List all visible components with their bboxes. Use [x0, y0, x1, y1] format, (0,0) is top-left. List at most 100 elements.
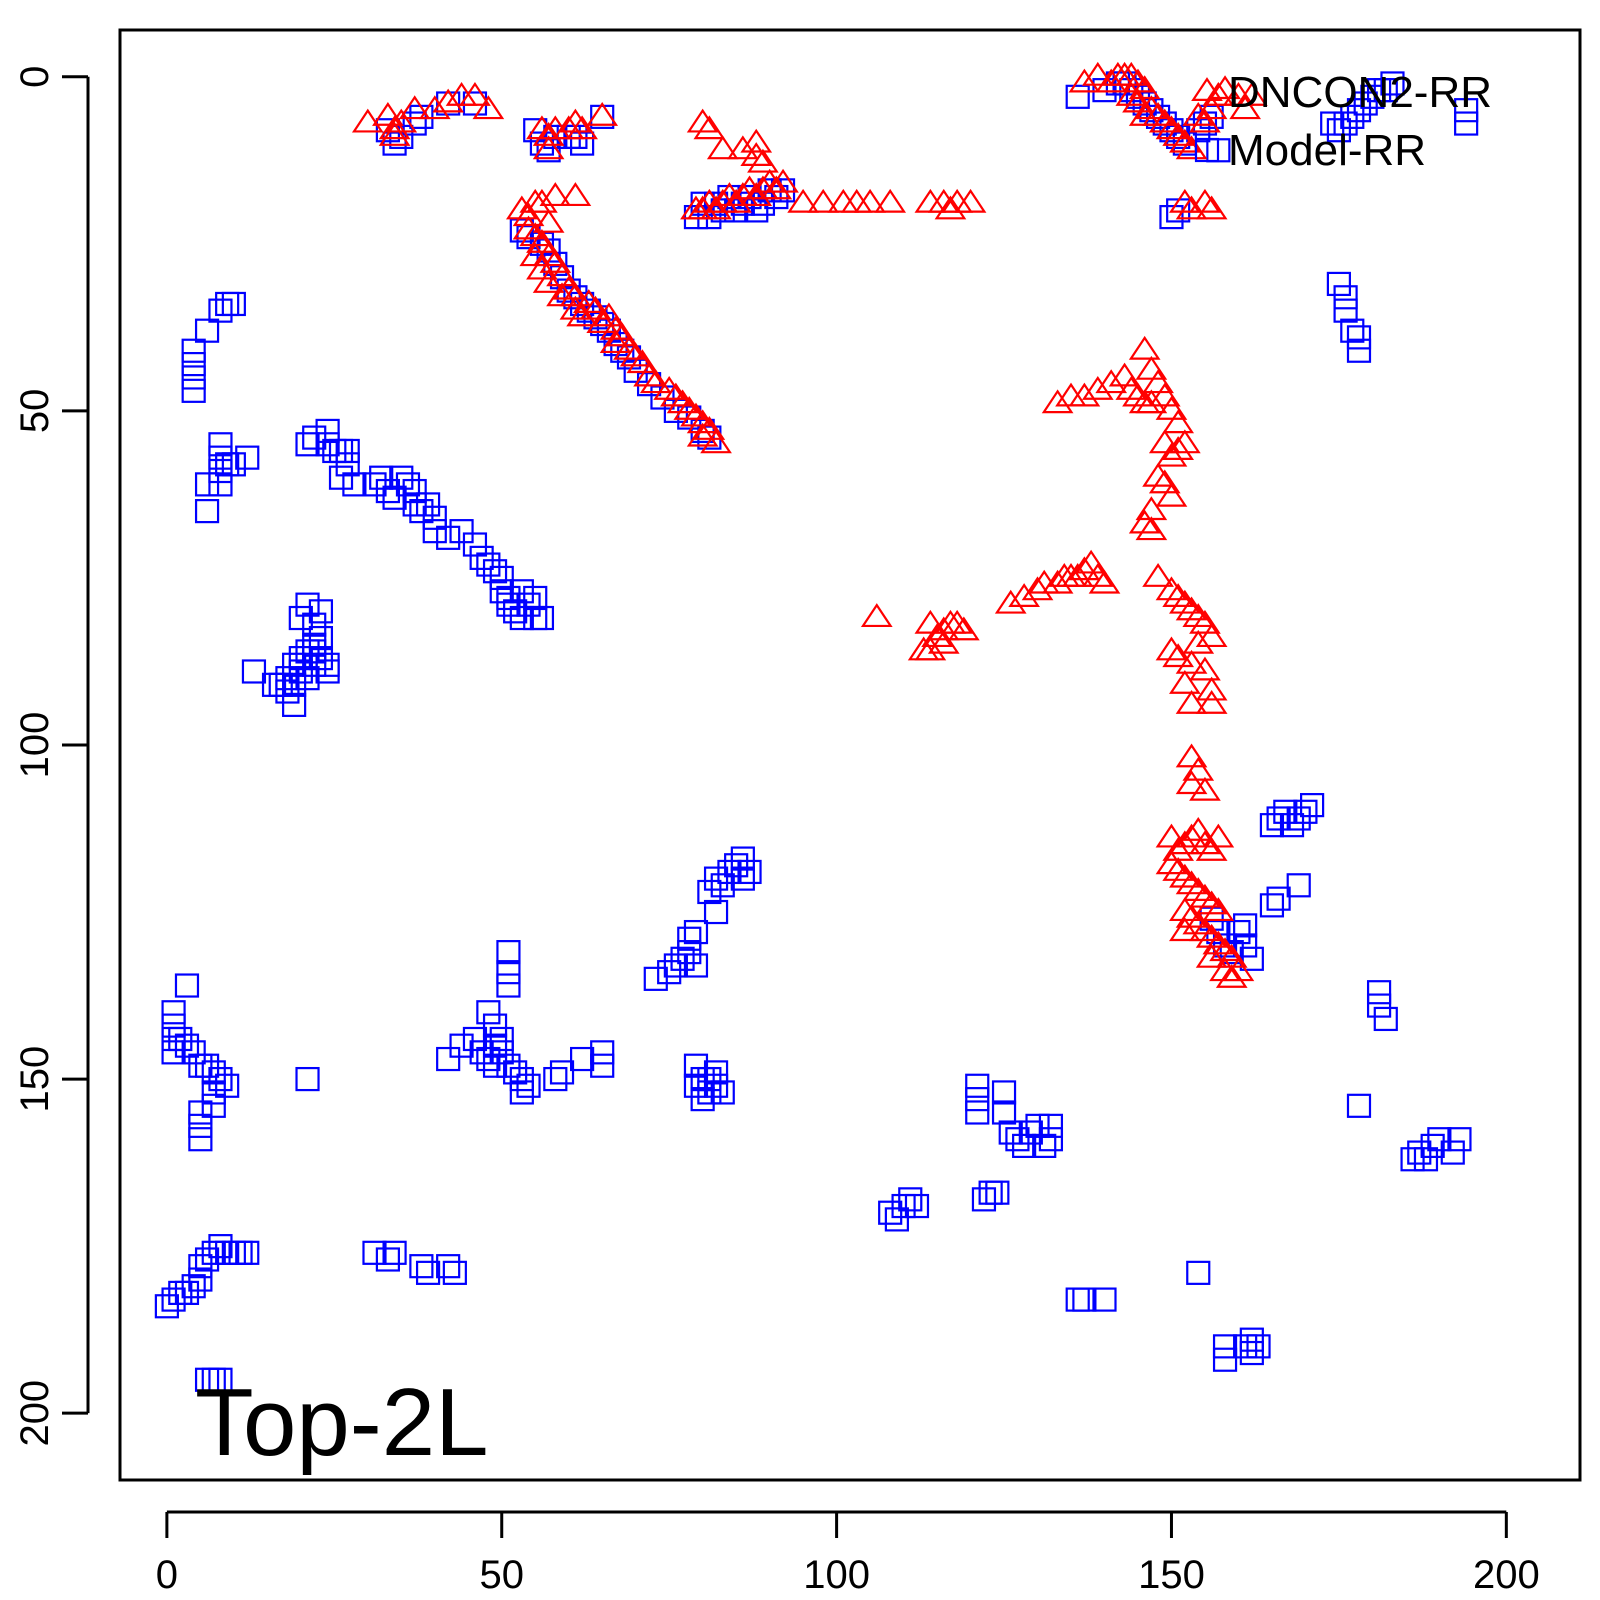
point-triangle: [1128, 509, 1161, 534]
point-triangle: [1189, 108, 1221, 133]
point-triangle: [1008, 583, 1040, 607]
point-triangle: [378, 115, 411, 140]
point-square: [415, 1260, 441, 1285]
point-square: [683, 1053, 709, 1078]
point-triangle: [1088, 569, 1121, 594]
point-triangle: [686, 422, 719, 447]
point-triangle: [526, 228, 558, 253]
point-triangle: [599, 315, 632, 340]
point-square: [1346, 338, 1372, 363]
point-square: [181, 352, 206, 377]
point-triangle: [666, 389, 699, 414]
point-triangle: [740, 182, 773, 207]
point-square: [395, 472, 421, 497]
point-triangle: [539, 182, 572, 207]
point-triangle: [1115, 375, 1148, 400]
point-triangle: [633, 362, 665, 387]
point-triangle: [760, 175, 793, 200]
point-square: [1266, 886, 1291, 911]
point-square: [1407, 1140, 1432, 1165]
point-square: [697, 1066, 722, 1092]
point-square: [737, 859, 762, 885]
point-square: [328, 465, 354, 490]
point-square: [188, 1113, 213, 1138]
point-square: [201, 1080, 226, 1105]
point-square: [991, 1100, 1017, 1125]
point-square: [509, 1066, 534, 1092]
point-triangle: [1155, 823, 1188, 848]
point-square: [288, 646, 313, 671]
point-square: [215, 1073, 240, 1098]
point-square: [1373, 1006, 1398, 1032]
point-triangle: [726, 135, 759, 160]
plot-frame: [118, 28, 1582, 1482]
point-triangle: [626, 349, 659, 374]
point-square: [1346, 325, 1372, 350]
point-square: [703, 899, 729, 925]
point-square: [570, 1046, 595, 1072]
point-triangle: [927, 629, 960, 654]
point-square: [382, 131, 407, 156]
point-triangle: [566, 302, 598, 327]
point-square: [1279, 813, 1305, 838]
point-square: [730, 846, 755, 871]
point-triangle: [526, 255, 558, 280]
legend-label: DNCON2-RR: [1228, 68, 1492, 117]
point-square: [683, 1073, 709, 1098]
point-triangle: [1162, 122, 1195, 146]
point-square: [221, 291, 246, 317]
point-triangle: [572, 289, 605, 313]
point-triangle: [1195, 690, 1228, 714]
point-square: [503, 1060, 528, 1085]
point-triangle: [1202, 823, 1235, 848]
point-triangle: [767, 168, 799, 193]
point-square: [891, 1193, 916, 1219]
point-triangle: [994, 589, 1027, 614]
point-triangle: [606, 322, 639, 347]
point-triangle: [1189, 656, 1221, 681]
point-square: [697, 879, 722, 905]
point-square: [208, 298, 233, 323]
point-triangle: [1169, 188, 1201, 213]
point-triangle: [941, 609, 974, 634]
y-tick-label: 50: [13, 389, 57, 434]
point-square: [275, 666, 300, 691]
point-square: [295, 592, 320, 617]
point-square: [570, 131, 595, 156]
point-square: [549, 1060, 575, 1085]
point-square: [422, 519, 447, 544]
point-square: [965, 1073, 990, 1098]
point-triangle: [1175, 649, 1208, 674]
point-triangle: [700, 195, 732, 220]
point-square: [904, 1193, 930, 1219]
point-triangle: [874, 188, 907, 213]
point-triangle: [539, 248, 572, 273]
point-triangle: [1068, 556, 1101, 581]
point-triangle: [1195, 890, 1228, 915]
point-square: [282, 652, 307, 677]
point-square: [965, 1087, 990, 1112]
point-square: [402, 492, 427, 517]
point-square: [677, 940, 702, 965]
point-square: [194, 499, 220, 524]
point-triangle: [1115, 81, 1148, 106]
point-square: [1194, 137, 1220, 163]
point-triangle: [1182, 101, 1215, 126]
point-triangle: [532, 208, 565, 233]
point-square: [462, 91, 488, 116]
point-square: [482, 559, 508, 584]
point-square: [375, 1247, 400, 1272]
point-triangle: [1182, 603, 1215, 628]
point-triangle: [1222, 957, 1255, 982]
legend-label: Model-RR: [1228, 126, 1426, 175]
point-triangle: [1169, 830, 1201, 855]
point-square: [161, 1040, 186, 1065]
point-square: [342, 472, 367, 497]
point-square: [295, 666, 320, 691]
point-triangle: [1095, 68, 1128, 93]
point-square: [1366, 980, 1392, 1005]
point-triangle: [1175, 596, 1208, 621]
point-triangle: [1135, 389, 1168, 414]
point-square: [1159, 204, 1184, 230]
point-square: [161, 1287, 186, 1312]
